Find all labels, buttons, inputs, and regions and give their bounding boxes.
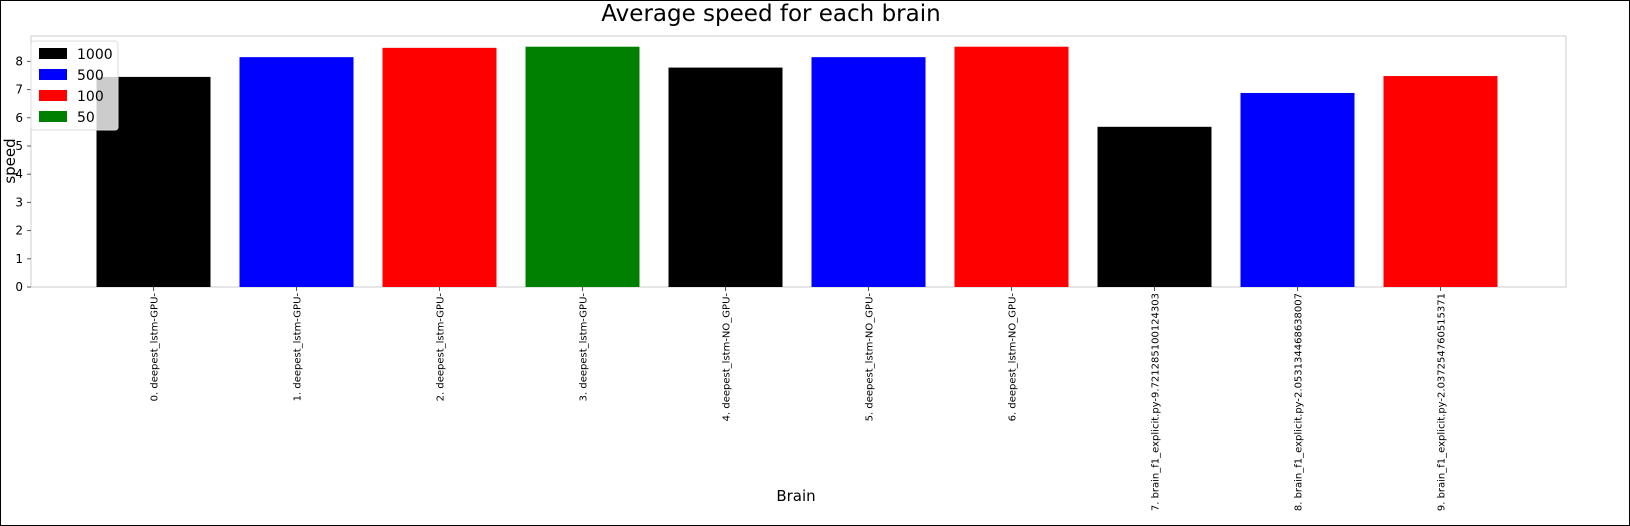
x-tick-label: 0. deepest_lstm-GPU-	[150, 293, 161, 402]
bar-3	[525, 46, 640, 287]
x-tick-label: 4. deepest_lstm-NO_GPU-	[722, 293, 733, 422]
bar-6	[954, 46, 1069, 287]
bar-1	[239, 57, 354, 287]
x-tick-label: 7. brain_f1_explicit.py-9.72128510012430…	[1151, 293, 1162, 511]
legend-box	[30, 40, 119, 131]
legend-swatch-500	[39, 69, 67, 80]
x-axis-label: Brain	[776, 487, 815, 505]
y-tick-label: 5	[15, 139, 23, 153]
x-tick-label: 6. deepest_lstm-NO_GPU-	[1008, 293, 1019, 422]
x-axis-ticks: 0. deepest_lstm-GPU- 1. deepest_lstm-GPU-…	[150, 287, 1448, 511]
plot-area	[30, 35, 1567, 288]
y-tick-label: 3	[15, 195, 23, 209]
legend-swatch-50	[39, 111, 67, 122]
y-tick-label: 0	[15, 280, 23, 294]
x-tick-label: 1. deepest_lstm-GPU-	[293, 293, 304, 402]
x-tick-label: 2. deepest_lstm-GPU-	[436, 293, 447, 402]
legend: 1000 500 100 50	[30, 40, 119, 131]
bar-9	[1383, 76, 1498, 288]
x-tick-label: 3. deepest_lstm-GPU-	[579, 293, 590, 402]
bar-5	[811, 57, 926, 287]
y-axis-label: speed	[1, 138, 19, 183]
legend-label-1000: 1000	[77, 47, 113, 63]
y-tick-label: 4	[15, 167, 23, 181]
bar-7	[1097, 126, 1212, 287]
bar-4	[668, 67, 783, 287]
legend-swatch-100	[39, 90, 67, 101]
y-axis-ticks: 0 1 2 3 4 5 6 7 8	[15, 54, 31, 294]
bar-2	[382, 47, 497, 288]
legend-label-500: 500	[77, 68, 104, 84]
bar-8	[1240, 92, 1355, 287]
y-tick-label: 6	[15, 111, 23, 125]
x-tick-label: 9. brain_f1_explicit.py-2.03725476051537…	[1437, 293, 1448, 511]
legend-label-100: 100	[77, 89, 104, 105]
bars-group	[96, 46, 1498, 288]
y-tick-label: 8	[15, 54, 23, 68]
legend-label-50: 50	[77, 110, 95, 126]
chart-title: Average speed for each brain	[601, 1, 940, 27]
y-tick-label: 7	[15, 83, 23, 97]
legend-swatch-1000	[39, 48, 67, 59]
x-tick-label: 5. deepest_lstm-NO_GPU-	[865, 293, 876, 422]
y-tick-label: 2	[15, 224, 23, 238]
y-tick-label: 1	[15, 252, 23, 266]
x-tick-label: 8. brain_f1_explicit.py-2.05313446863800…	[1294, 293, 1305, 511]
